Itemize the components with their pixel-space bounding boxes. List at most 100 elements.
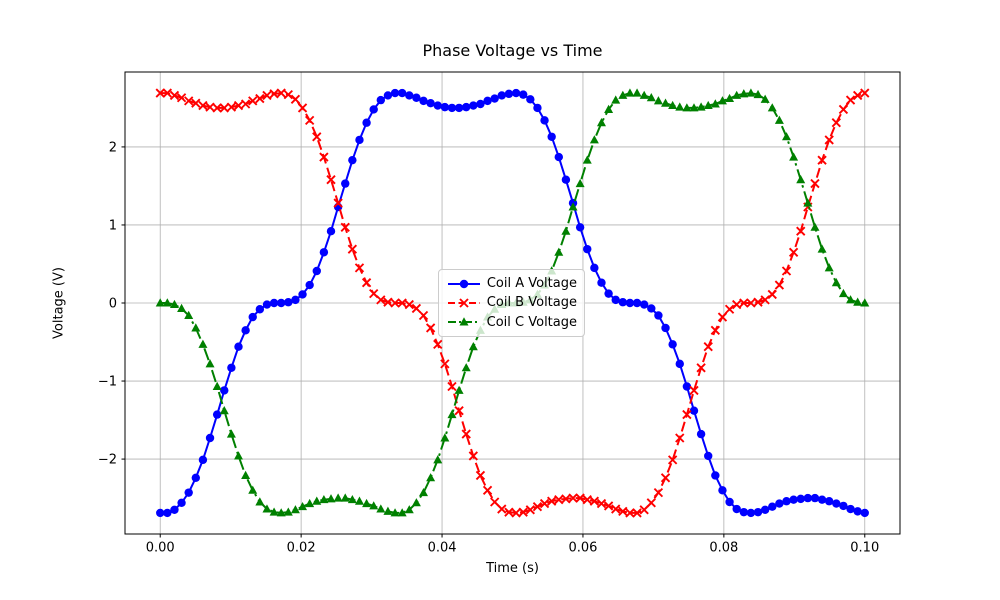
- data-point-marker: [668, 100, 678, 110]
- series-coil-a: [156, 88, 869, 518]
- data-point-marker: [853, 297, 863, 306]
- data-point-marker: [781, 266, 792, 276]
- data-point-marker: [625, 508, 635, 518]
- data-point-marker: [454, 103, 464, 113]
- data-point-marker: [198, 100, 208, 111]
- legend-line-sample-coil-c: [448, 317, 480, 326]
- y-tick-label: −2: [98, 453, 117, 468]
- data-point-marker: [824, 497, 834, 506]
- data-point-marker: [376, 504, 386, 513]
- data-point-marker: [760, 295, 770, 305]
- y-tick-label: 2: [109, 140, 117, 155]
- data-point-marker: [575, 223, 585, 232]
- data-point-marker: [490, 94, 499, 103]
- data-point-marker: [817, 495, 827, 504]
- data-point-marker: [397, 508, 407, 517]
- data-point-marker: [241, 326, 250, 335]
- data-point-marker: [725, 497, 734, 507]
- data-point-marker: [312, 132, 322, 142]
- data-point-marker: [411, 303, 422, 314]
- data-point-marker: [590, 263, 599, 273]
- data-point-marker: [518, 507, 528, 517]
- data-point-marker: [853, 507, 862, 516]
- data-point-marker: [419, 96, 428, 106]
- data-point-marker: [689, 385, 699, 396]
- data-point-marker: [319, 248, 329, 257]
- data-point-marker: [326, 175, 336, 185]
- data-point-marker: [241, 470, 251, 479]
- data-point-marker: [433, 339, 443, 350]
- data-point-marker: [212, 381, 222, 391]
- data-point-marker: [447, 409, 457, 419]
- data-point-marker: [796, 494, 805, 504]
- data-point-marker: [191, 473, 201, 483]
- data-point-marker: [625, 88, 635, 97]
- data-point-marker: [732, 299, 742, 310]
- data-point-marker: [781, 132, 791, 141]
- data-point-marker: [198, 455, 208, 465]
- data-point-marker: [739, 298, 749, 308]
- data-point-marker: [220, 386, 229, 395]
- data-point-marker: [177, 303, 187, 312]
- data-point-marker: [290, 94, 301, 104]
- data-point-marker: [397, 298, 407, 308]
- data-point-marker: [682, 409, 692, 420]
- data-point-marker: [163, 508, 172, 518]
- data-point-marker: [782, 497, 791, 506]
- data-point-marker: [404, 505, 414, 514]
- data-point-marker: [768, 502, 777, 511]
- data-point-marker: [255, 93, 265, 104]
- data-point-marker: [653, 96, 663, 105]
- data-point-marker: [419, 487, 429, 497]
- data-point-marker: [739, 507, 749, 517]
- data-point-marker: [227, 363, 236, 372]
- data-point-marker: [397, 88, 407, 98]
- x-axis-label: Time (s): [486, 561, 539, 576]
- data-point-marker: [589, 135, 599, 144]
- data-point-marker: [675, 102, 685, 111]
- tick-labels: 0.00 0.02 0.04 0.06 0.08 0.10 −2 −1 0 1 2: [98, 140, 879, 555]
- data-point-marker: [753, 507, 763, 517]
- data-point-marker: [647, 304, 656, 313]
- data-point-marker: [290, 505, 300, 514]
- data-point-marker: [810, 222, 820, 231]
- series-coil-b: [155, 88, 870, 518]
- data-point-marker: [476, 99, 485, 109]
- data-point-marker: [817, 244, 827, 253]
- data-point-marker: [240, 99, 251, 109]
- data-point-marker: [654, 311, 663, 320]
- data-point-marker: [711, 471, 720, 480]
- legend-item-coil-c: Coil C Voltage: [446, 313, 577, 331]
- data-point-marker: [440, 433, 450, 442]
- data-point-marker: [412, 93, 421, 102]
- data-point-marker: [604, 104, 614, 113]
- data-point-marker: [205, 359, 215, 368]
- data-point-marker: [426, 473, 436, 482]
- data-point-marker: [276, 88, 286, 98]
- series-coil-a-markers: [156, 88, 869, 518]
- data-point-marker: [459, 279, 469, 288]
- data-point-marker: [689, 103, 699, 112]
- data-point-marker: [304, 115, 315, 126]
- data-point-marker: [390, 88, 400, 98]
- data-point-marker: [668, 340, 677, 349]
- data-point-marker: [390, 298, 400, 308]
- data-point-marker: [369, 501, 379, 510]
- data-point-marker: [611, 504, 621, 514]
- data-point-marker: [362, 118, 371, 127]
- legend-label-coil-b: Coil B Voltage: [486, 295, 577, 311]
- data-point-marker: [354, 496, 364, 505]
- data-point-marker: [554, 247, 564, 256]
- data-point-marker: [490, 497, 500, 507]
- data-point-marker: [284, 298, 293, 307]
- data-point-marker: [846, 504, 855, 514]
- data-point-marker: [348, 155, 357, 165]
- data-point-marker: [198, 339, 208, 348]
- series-coil-b-markers: [155, 88, 870, 518]
- data-point-marker: [661, 98, 671, 107]
- data-point-marker: [312, 266, 321, 276]
- data-point-marker: [753, 89, 763, 99]
- data-point-marker: [845, 95, 856, 105]
- data-point-marker: [831, 118, 841, 128]
